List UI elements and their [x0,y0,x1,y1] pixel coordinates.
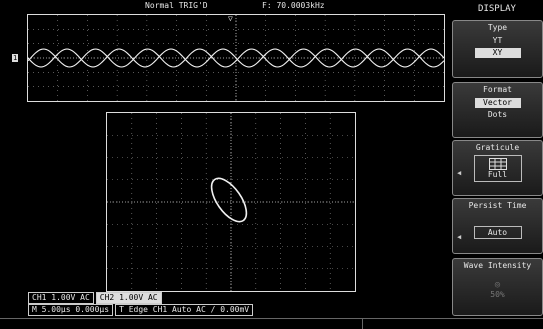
intensity-label: Wave Intensity [463,261,532,270]
wave-intensity-softkey[interactable]: Wave Intensity ◎ 50% [452,258,543,316]
yt-waveform-window [27,14,445,102]
trigger-status-box[interactable]: T Edge CH1 Auto AC / 0.00mV [115,304,254,316]
type-option-yt[interactable]: YT [492,36,503,45]
persist-value: Auto [473,226,522,239]
yt-waveform-plot [28,15,444,101]
lissajous-trace [210,177,248,223]
graticule-label: Graticule [475,143,520,152]
graticule-value: Full [487,170,508,179]
persist-time-softkey[interactable]: Persist Time ◀ Auto [452,198,543,254]
channel-status-row: CH1 1.00V AC CH2 1.00V AC [28,292,164,304]
display-menu: DISPLAY Type YT XY Format Vector Dots Gr… [451,0,543,318]
format-option-vector[interactable]: Vector [474,98,521,108]
ch2-status[interactable]: CH2 1.00V AC [95,292,162,304]
timebase-status-row: M 5.00μs 0.000μs T Edge CH1 Auto AC / 0.0… [28,304,255,316]
type-label: Type [487,23,508,32]
format-option-dots[interactable]: Dots [487,110,508,119]
format-softkey[interactable]: Format Vector Dots [452,82,543,138]
trigger-position-icon: ▽ [228,14,233,23]
timebase-status[interactable]: M 5.00μs 0.000μs [28,304,114,316]
ch2-trace [28,48,444,68]
graticule-left-arrow-icon: ◀ [457,169,462,177]
persist-label: Persist Time [468,201,527,210]
trigger-status: Normal TRIG'D [145,1,208,10]
top-status-bar: Normal TRIG'D F: 70.0003kHz [0,0,448,12]
xy-lissajous-plot [107,113,355,291]
xy-display-window [106,112,356,292]
intensity-knob-icon: ◎ [494,280,501,290]
type-softkey[interactable]: Type YT XY [452,20,543,78]
menu-title: DISPLAY [478,4,516,14]
graticule-softkey[interactable]: Graticule ◀ Full [452,140,543,196]
type-option-xy[interactable]: XY [474,48,521,58]
persist-left-arrow-icon: ◀ [457,233,462,241]
bottom-divider [0,318,543,329]
frequency-readout: F: 70.0003kHz [262,1,325,10]
channel-ground-marker: 1 [12,54,19,62]
intensity-value: 50% [490,290,505,299]
grid-icon [488,158,507,170]
ch1-trace [28,48,444,68]
ch1-status[interactable]: CH1 1.00V AC [28,292,94,304]
format-label: Format [483,85,512,94]
